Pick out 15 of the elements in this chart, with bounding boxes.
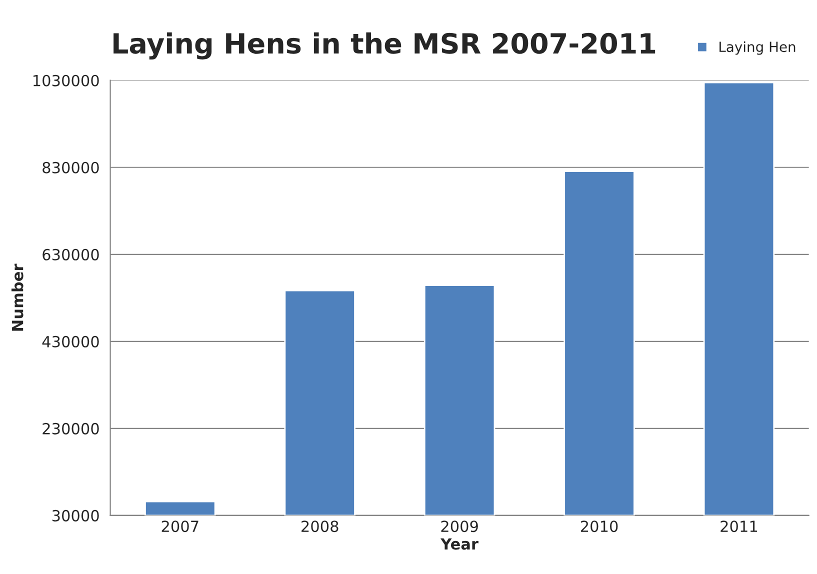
y-tick-label: 830000 <box>42 162 99 174</box>
chart-title: Laying Hens in the MSR 2007-2011 <box>114 32 656 60</box>
x-tick-label: 2008 <box>302 520 338 532</box>
y-tick-label: 1030000 <box>34 74 99 86</box>
x-axis-title: Year <box>440 538 478 550</box>
x-tick-label: 2009 <box>441 520 478 532</box>
x-tick-label: 2010 <box>580 520 618 532</box>
y-tick-label: 430000 <box>42 336 99 348</box>
y-axis-title: Number <box>11 264 24 331</box>
x-tick-label: 2007 <box>162 520 198 532</box>
x-tick-label: 2011 <box>720 520 758 532</box>
y-tick-label: 30000 <box>52 510 99 522</box>
y-tick-label: 230000 <box>42 422 99 434</box>
legend-label: Laying Hen <box>720 41 796 55</box>
y-tick-label: 630000 <box>42 248 99 260</box>
